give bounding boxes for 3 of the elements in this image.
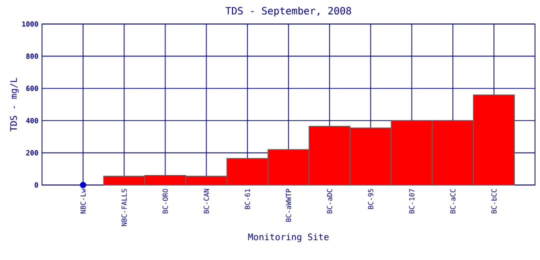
x-axis-title: Monitoring Site — [248, 233, 329, 242]
chart-title: TDS - September, 2008 — [226, 6, 352, 16]
y-axis-title: TDS - mg/L — [10, 78, 19, 132]
